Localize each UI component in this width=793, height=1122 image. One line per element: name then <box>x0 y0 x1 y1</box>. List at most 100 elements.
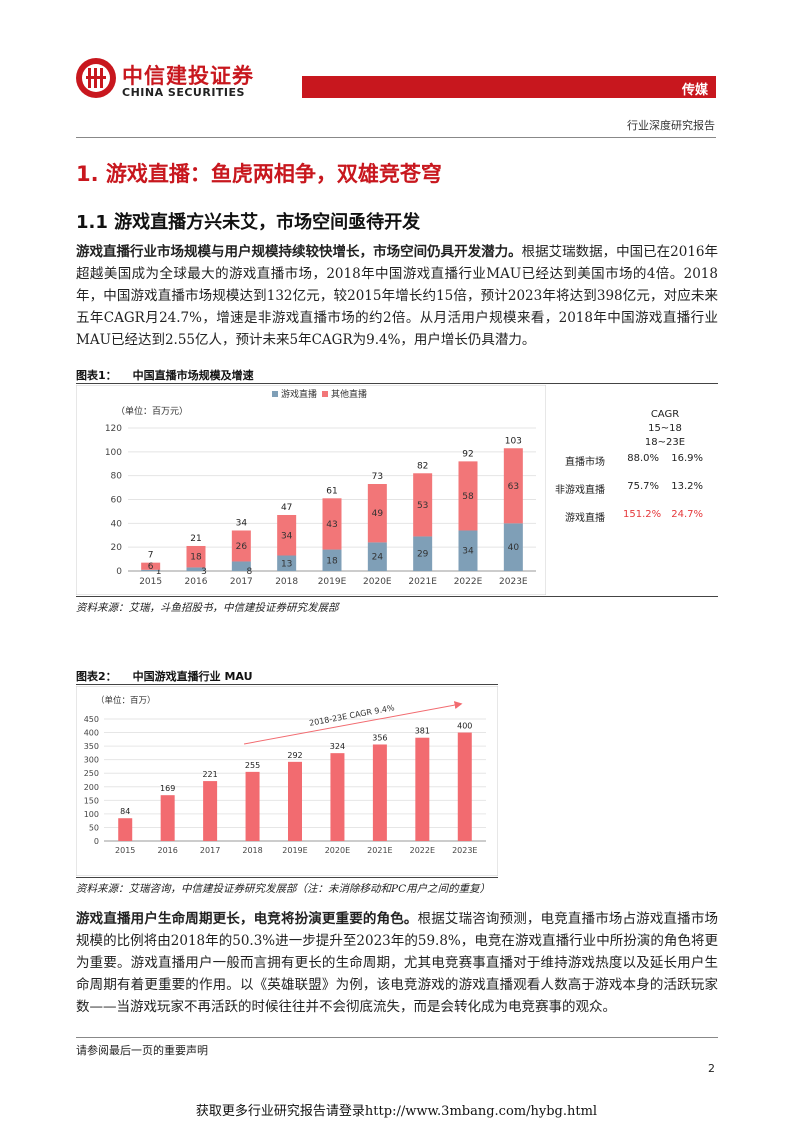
chart1-bar-segment <box>322 498 342 550</box>
chart2-bar-label: 221 <box>202 770 217 779</box>
live-market-size-chart: （单位：百万元） 0 20 40 60 80 100 120 游戏直播 其他直播 167 2015 3 1… <box>76 385 546 595</box>
chart1-unit-label: （单位：百万元） <box>116 405 188 417</box>
footer-divider <box>76 1037 718 1038</box>
chart1-legend-swatch <box>322 391 328 397</box>
chart1-x-tick-label: 2015 <box>139 577 162 587</box>
chart2-y-tick-label: 0 <box>94 837 99 846</box>
report-type: 行业深度研究报告 <box>627 119 715 132</box>
esports-paragraph: 游戏直播用户生命周期更长，电竞将扮演更重要的角色。根据艾瑞咨询预测，电竞直播市场… <box>76 908 718 1018</box>
chart1-y-tick-label: 20 <box>111 543 123 553</box>
section-heading: 1. 游戏直播：鱼虎两相争，双雄竞苍穹 <box>76 162 442 186</box>
chart1-x-tick-label: 2016 <box>185 577 208 587</box>
figure1-bottom-rule <box>76 596 718 597</box>
chart2-bar <box>372 744 387 841</box>
chart1-legend-swatch <box>272 391 278 397</box>
china-securities-logo-icon <box>76 58 116 98</box>
sector-banner: 传媒 <box>302 76 716 98</box>
sector-label: 传媒 <box>681 83 708 98</box>
chart1-x-tick-label: 2018 <box>275 577 298 587</box>
chart2-y-tick-label: 250 <box>84 769 99 778</box>
logo-chinese-name: 中信建投证券 <box>122 64 254 88</box>
chart1-bar-segment <box>413 473 433 537</box>
chart1-bar-segment <box>186 567 206 571</box>
chart2-x-tick-label: 2018 <box>242 846 262 855</box>
chart2-x-tick-label: 2016 <box>157 846 177 855</box>
chart1-segment-label: 34 <box>281 531 293 541</box>
chart1-segment-label: 18 <box>190 553 202 563</box>
chart2-bar <box>415 737 430 841</box>
chart1-bar-segment <box>458 461 478 531</box>
chart1-bar-segment <box>413 536 433 571</box>
esports-paragraph-body: 根据艾瑞咨询预测，电竞直播市场占游戏直播市场规模的比例将由2018年的50.3%… <box>76 911 719 1015</box>
cagr-table-columns: 15~18 18~23E <box>635 422 695 450</box>
chart2-x-tick-label: 2022E <box>410 846 435 855</box>
chart1-bar-segment <box>141 562 161 570</box>
chart1-total-label: 47 <box>281 503 292 513</box>
cagr-row-label: 游戏直播 <box>565 513 605 524</box>
chart1-bar-segment <box>231 530 251 562</box>
chart1-y-tick-label: 40 <box>111 519 123 529</box>
chart1-bar-segment <box>186 545 206 568</box>
figure2-title: 图表2： 中国游戏直播行业 MAU <box>76 668 253 684</box>
figure1-title: 图表1： 中国直播市场规模及增速 <box>76 367 254 383</box>
chart1-total-label: 103 <box>505 436 522 446</box>
chart1-total-label: 21 <box>190 534 201 544</box>
cagr-row-value-2: 16.9% <box>671 453 703 464</box>
chart2-y-tick-label: 150 <box>84 796 99 805</box>
intro-paragraph-lead: 游戏直播行业市场规模与用户规模持续较快增长，市场空间仍具开发潜力。 <box>76 244 522 260</box>
chart1-segment-label: 63 <box>508 482 519 492</box>
subsection-heading: 1.1 游戏直播方兴未艾，市场空间亟待开发 <box>76 212 421 233</box>
page-header: 中信建投证券 CHINA SECURITIES 传媒 行业深度研究报告 <box>0 0 793 140</box>
chart1-bar-segment <box>231 561 251 571</box>
chart1-bar-segment <box>322 549 342 571</box>
chart1-segment-label: 18 <box>326 556 338 566</box>
chart2-y-tick-label: 200 <box>84 783 99 792</box>
chart2-bar-label: 255 <box>245 761 260 770</box>
intro-paragraph-body: 根据艾瑞数据，中国已在2016年超越美国成为全球最大的游戏直播市场，2018年中… <box>76 244 719 348</box>
chart1-bar-segment <box>367 542 387 571</box>
cagr-row-value-1: 151.2% <box>623 509 662 520</box>
cagr-row-value-1: 88.0% <box>627 453 659 464</box>
chart2-bar-label: 84 <box>120 807 130 816</box>
chart1-segment-label: 8 <box>246 567 252 577</box>
chart1-y-tick-label: 100 <box>105 448 122 458</box>
chart1-segment-label: 53 <box>417 501 428 511</box>
chart1-legend-label: 其他直播 <box>331 388 367 400</box>
chart1-total-label: 7 <box>148 551 154 561</box>
cagr-row: 非游戏直播 75.7% 13.2% <box>545 481 715 496</box>
chart2-y-tick-label: 50 <box>89 823 99 832</box>
chart2-bar-label: 400 <box>457 722 472 731</box>
chart2-x-tick-label: 2017 <box>200 846 220 855</box>
figure2-top-rule <box>76 684 498 685</box>
chart2-bar <box>203 781 218 841</box>
page-number: 2 <box>708 1062 715 1075</box>
chart2-x-tick-label: 2023E <box>452 846 477 855</box>
chart1-segment-label: 40 <box>508 543 520 553</box>
chart1-legend-label: 游戏直播 <box>281 388 317 400</box>
cagr-table-header: CAGR 15~18 18~23E <box>635 408 695 450</box>
cagr-table-title: CAGR <box>650 409 680 420</box>
chart1-bar-segment <box>367 484 387 543</box>
chart2-y-tick-label: 450 <box>84 715 99 724</box>
chart2-bar <box>330 753 345 841</box>
chart1-x-tick-label: 2020E <box>363 577 392 587</box>
chart1-segment-label: 26 <box>236 542 248 552</box>
chart1-bar-segment <box>503 448 523 524</box>
figure2-bottom-rule <box>76 877 498 878</box>
promo-link[interactable]: 获取更多行业研究报告请登录http://www.3mbang.com/hybg.… <box>195 1104 598 1119</box>
cagr-row-label: 非游戏直播 <box>555 485 605 496</box>
cagr-row-value-2: 24.7% <box>671 509 703 520</box>
chart1-x-tick-label: 2023E <box>499 577 528 587</box>
chart2-bar-label: 292 <box>287 751 302 760</box>
chart2-bar <box>288 761 302 841</box>
chart1-segment-label: 24 <box>372 553 384 563</box>
chart2-bar-label: 356 <box>372 733 387 742</box>
chart2-x-tick-label: 2015 <box>115 846 135 855</box>
chart1-x-tick-label: 2017 <box>230 577 253 587</box>
chart2-bar <box>160 795 175 841</box>
chart1-segment-label: 34 <box>462 547 474 557</box>
chart1-total-label: 73 <box>372 472 383 482</box>
chart1-segment-label: 49 <box>372 509 384 519</box>
figure1-caption: 中国直播市场规模及增速 <box>132 369 254 382</box>
figure1-source: 资料来源：艾瑞，斗鱼招股书，中信建投证券研究发展部 <box>76 602 339 614</box>
